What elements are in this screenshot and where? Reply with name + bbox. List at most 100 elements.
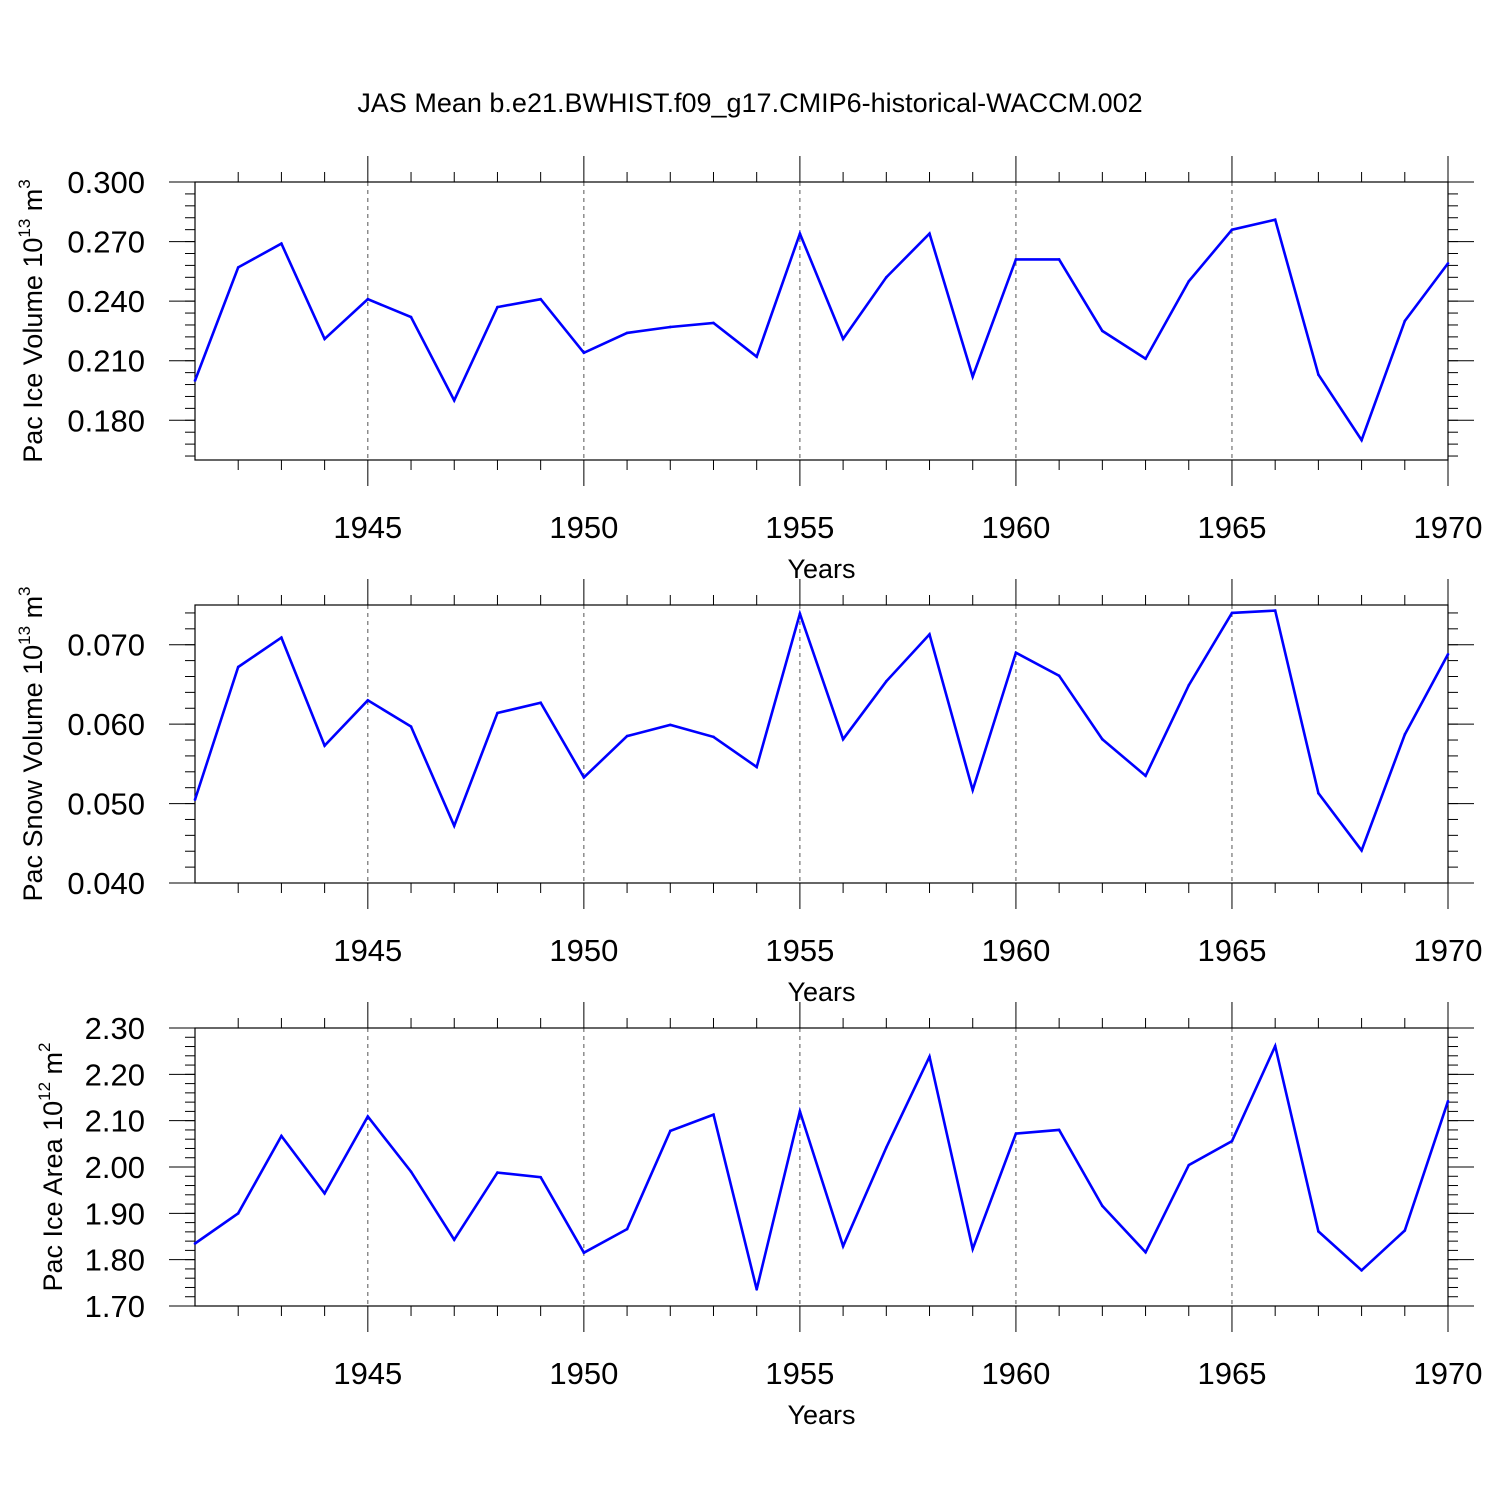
y-tick-label: 0.300 bbox=[67, 165, 145, 200]
data-point bbox=[1144, 357, 1147, 361]
y-axis-label: Pac Ice Area 1012 m2 bbox=[35, 1042, 68, 1291]
y-tick-label: 0.270 bbox=[67, 225, 145, 260]
data-point bbox=[323, 1192, 326, 1195]
data-point bbox=[1014, 1132, 1018, 1135]
x-tick-label: 1960 bbox=[981, 933, 1050, 968]
data-point bbox=[755, 355, 758, 359]
data-point bbox=[1014, 651, 1018, 654]
y-tick-label: 0.050 bbox=[67, 787, 145, 822]
data-point bbox=[236, 266, 240, 269]
y-tick-label: 1.80 bbox=[85, 1243, 145, 1278]
data-point bbox=[1317, 373, 1320, 376]
x-tick-label: 1950 bbox=[549, 1356, 618, 1391]
x-tick-label: 1970 bbox=[1414, 510, 1483, 545]
data-point bbox=[755, 1288, 758, 1291]
x-tick-label: 1965 bbox=[1197, 933, 1266, 968]
data-point bbox=[1273, 218, 1277, 222]
data-point bbox=[193, 798, 197, 801]
y-axis-label: Pac Ice Volume 1013 m3 bbox=[15, 179, 48, 463]
plot-frame bbox=[194, 1027, 1449, 1307]
data-point bbox=[1101, 1204, 1104, 1208]
data-point bbox=[1101, 329, 1104, 333]
data-point bbox=[1403, 1229, 1407, 1232]
data-point bbox=[1014, 258, 1018, 261]
chart-title: JAS Mean b.e21.BWHIST.f09_g17.CMIP6-hist… bbox=[357, 88, 1143, 118]
x-tick-label: 1945 bbox=[333, 510, 402, 545]
data-point bbox=[755, 765, 758, 769]
data-point bbox=[1057, 258, 1061, 261]
data-point bbox=[625, 1227, 629, 1231]
data-point bbox=[885, 679, 888, 683]
x-tick-label: 1955 bbox=[765, 933, 834, 968]
data-point bbox=[971, 1247, 975, 1251]
data-point bbox=[366, 297, 370, 301]
data-point bbox=[928, 232, 931, 235]
data-point bbox=[496, 711, 499, 715]
data-point bbox=[885, 276, 888, 279]
panel-2: 1945 1950 1955 1960 1965 1970 Years 0.040 0.050 0… bbox=[15, 579, 1482, 1007]
data-point bbox=[582, 1251, 586, 1255]
data-point bbox=[841, 737, 845, 741]
y-tick-label: 0.210 bbox=[67, 344, 145, 379]
y-tick-label: 2.20 bbox=[85, 1057, 145, 1092]
data-point bbox=[928, 1055, 931, 1059]
data-point bbox=[1187, 683, 1191, 687]
data-point bbox=[798, 1110, 802, 1113]
data-point bbox=[1187, 279, 1191, 283]
data-point bbox=[280, 636, 283, 639]
panel-3: 1945 1950 1955 1960 1965 1970 Years 1.70 1.80 1.9… bbox=[35, 1002, 1482, 1430]
data-point bbox=[971, 375, 975, 378]
y-tick-label: 2.00 bbox=[85, 1150, 145, 1185]
data-point bbox=[841, 1244, 845, 1248]
data-point bbox=[1403, 319, 1407, 323]
x-tick-label: 1945 bbox=[333, 1356, 402, 1391]
data-point bbox=[1144, 1250, 1147, 1254]
data-point bbox=[1273, 1044, 1277, 1048]
data-point bbox=[539, 297, 542, 301]
data-point bbox=[452, 1238, 456, 1242]
x-tick-label: 1970 bbox=[1414, 1356, 1483, 1391]
series-line bbox=[193, 609, 1450, 854]
y-tick-label: 2.10 bbox=[85, 1104, 145, 1139]
x-tick-label: 1955 bbox=[765, 1356, 834, 1391]
data-point bbox=[1360, 849, 1363, 852]
data-point bbox=[193, 1242, 197, 1245]
data-point bbox=[928, 633, 931, 636]
x-tick-label: 1965 bbox=[1197, 1356, 1266, 1391]
data-point bbox=[1230, 611, 1234, 615]
y-tick-label: 0.240 bbox=[67, 284, 145, 319]
data-point bbox=[1230, 1139, 1234, 1143]
x-tick-label: 1965 bbox=[1197, 510, 1266, 545]
data-point bbox=[625, 734, 629, 738]
data-point bbox=[1446, 1099, 1450, 1103]
data-point bbox=[582, 351, 586, 355]
data-point bbox=[1144, 774, 1147, 778]
x-tick-label: 1950 bbox=[549, 510, 618, 545]
data-point bbox=[323, 744, 326, 747]
data-point bbox=[409, 725, 413, 728]
data-point bbox=[496, 1171, 499, 1174]
data-point bbox=[539, 701, 542, 704]
data-point bbox=[280, 242, 283, 245]
data-point bbox=[193, 379, 197, 382]
data-point bbox=[971, 788, 975, 792]
panel-1: 1945 1950 1955 1960 1965 1970 Years 0.180 0.210 0… bbox=[15, 156, 1482, 584]
series-line bbox=[194, 1042, 1450, 1290]
x-tick-label: 1955 bbox=[765, 510, 834, 545]
y-axis-label: Pac Snow Volume 1013 m3 bbox=[15, 586, 48, 901]
data-point bbox=[668, 723, 672, 727]
x-axis-label: Years bbox=[787, 1400, 855, 1430]
data-point bbox=[236, 665, 240, 669]
data-point bbox=[712, 1113, 715, 1116]
data-point bbox=[409, 315, 413, 319]
data-point bbox=[712, 735, 715, 739]
x-tick-label: 1945 bbox=[333, 933, 402, 968]
data-point bbox=[668, 1129, 672, 1133]
data-point bbox=[409, 1170, 413, 1173]
data-point bbox=[625, 331, 629, 335]
data-point bbox=[1446, 262, 1450, 265]
data-point bbox=[496, 305, 499, 309]
y-tick-label: 1.90 bbox=[85, 1196, 145, 1231]
data-point bbox=[280, 1134, 283, 1138]
